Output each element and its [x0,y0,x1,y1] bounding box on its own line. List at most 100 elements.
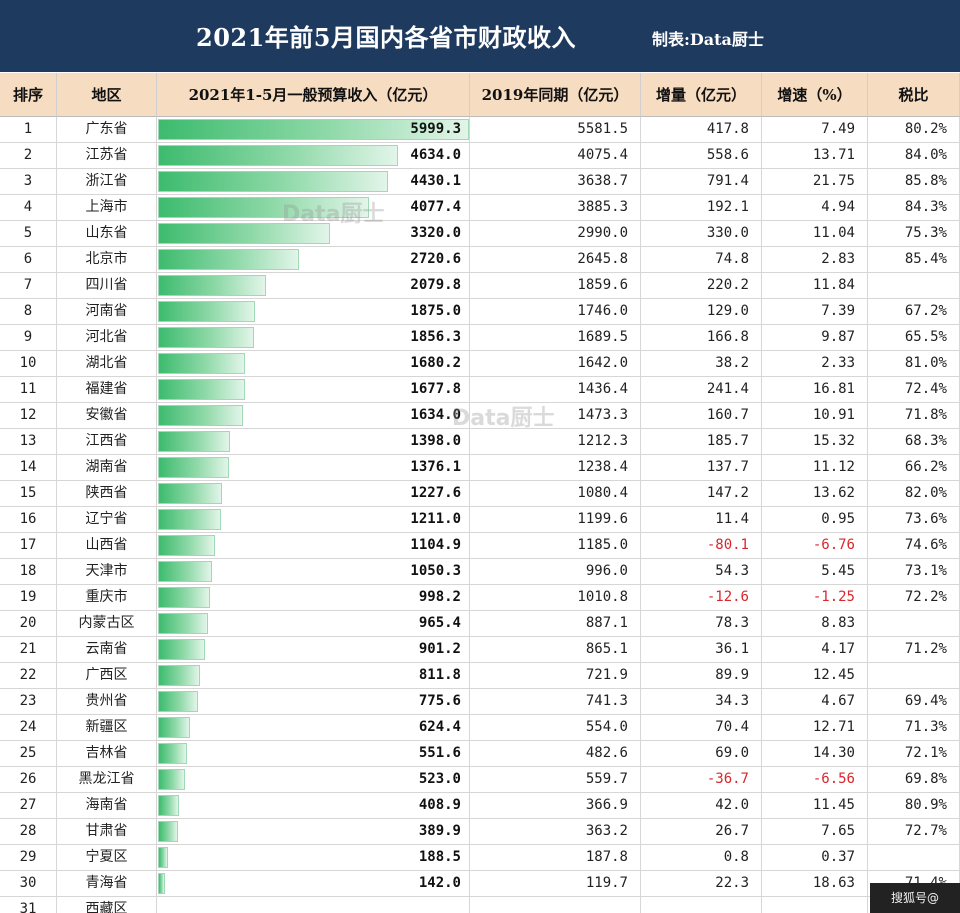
growth-rate-cell: 0.37 [762,845,868,871]
growth-rate-cell: 13.62 [762,481,868,507]
revenue-bar [158,379,245,400]
revenue-2019-cell: 1859.6 [470,273,641,299]
growth-rate-cell: 0.95 [762,507,868,533]
tax-ratio-cell: 71.8% [868,403,960,429]
region-cell: 湖北省 [57,351,157,377]
region-cell: 吉林省 [57,741,157,767]
revenue-bar [158,561,212,582]
tax-ratio-cell: 68.3% [868,429,960,455]
revenue-bar [158,873,165,894]
watermark: Data厨士 [282,202,385,227]
revenue-2021-cell: 1211.0 [157,507,470,533]
revenue-bar-label: 998.2 [418,589,461,605]
tax-ratio-cell: 84.0% [868,143,960,169]
revenue-2021-cell: 1376.1 [157,455,470,481]
revenue-2021-cell: 1398.0 [157,429,470,455]
rank-cell: 26 [0,767,57,793]
rank-cell: 30 [0,871,57,897]
revenue-2019-cell: 1689.5 [470,325,641,351]
revenue-bar [158,483,222,504]
revenue-bar [158,613,208,634]
revenue-2021-cell: 1227.6 [157,481,470,507]
revenue-2021-cell: 4430.1 [157,169,470,195]
tax-ratio-cell: 66.2% [868,455,960,481]
revenue-2019-cell: 1010.8 [470,585,641,611]
rank-cell: 2 [0,143,57,169]
revenue-bar-label: 775.6 [418,693,461,709]
rank-cell: 11 [0,377,57,403]
tax-ratio-cell: 69.4% [868,689,960,715]
rank-cell: 12 [0,403,57,429]
revenue-bar [158,119,469,140]
growth-rate-cell: 11.45 [762,793,868,819]
revenue-bar [158,587,210,608]
tax-ratio-cell: 69.8% [868,767,960,793]
region-cell: 北京市 [57,247,157,273]
revenue-2019-cell: 1185.0 [470,533,641,559]
header-region: 地区 [57,73,157,117]
revenue-bar-label: 4077.4 [410,199,461,215]
revenue-bar-label: 1211.0 [410,511,461,527]
growth-rate-cell: 7.39 [762,299,868,325]
revenue-bar [158,847,168,868]
revenue-bar [158,691,198,712]
revenue-2019-cell: 363.2 [470,819,641,845]
revenue-bar-label: 1856.3 [410,329,461,345]
revenue-bar-label: 1875.0 [410,303,461,319]
revenue-2019-cell: 554.0 [470,715,641,741]
region-cell: 天津市 [57,559,157,585]
revenue-2021-cell: 523.0 [157,767,470,793]
growth-rate-cell: 4.17 [762,637,868,663]
revenue-bar [158,301,255,322]
growth-rate-cell: 11.04 [762,221,868,247]
tax-ratio-cell: 85.8% [868,169,960,195]
region-cell: 江苏省 [57,143,157,169]
region-cell: 甘肃省 [57,819,157,845]
growth-rate-cell: 15.32 [762,429,868,455]
region-cell: 内蒙古区 [57,611,157,637]
growth-rate-cell: 5.45 [762,559,868,585]
revenue-2019-cell: 4075.4 [470,143,641,169]
region-cell: 广东省 [57,117,157,143]
tax-ratio-cell: 81.0% [868,351,960,377]
revenue-bar-label: 1050.3 [410,563,461,579]
revenue-bar [158,639,205,660]
tax-ratio-cell: 82.0% [868,481,960,507]
growth-rate-cell: 4.94 [762,195,868,221]
increase-cell: 241.4 [641,377,762,403]
watermark: Data厨士 [452,406,555,431]
growth-rate-cell: 10.91 [762,403,868,429]
region-cell: 陕西省 [57,481,157,507]
tax-ratio-cell: 67.2% [868,299,960,325]
region-cell: 浙江省 [57,169,157,195]
growth-rate-cell: 16.81 [762,377,868,403]
region-cell: 山西省 [57,533,157,559]
revenue-2021-cell: 2079.8 [157,273,470,299]
revenue-bar [158,405,243,426]
increase-cell: 330.0 [641,221,762,247]
revenue-bar-label: 1680.2 [410,355,461,371]
growth-rate-cell: 7.65 [762,819,868,845]
rank-cell: 4 [0,195,57,221]
increase-cell: 220.2 [641,273,762,299]
region-cell: 云南省 [57,637,157,663]
rank-cell: 22 [0,663,57,689]
rank-cell: 23 [0,689,57,715]
revenue-2021-cell: 4634.0 [157,143,470,169]
revenue-2021-cell: 624.4 [157,715,470,741]
revenue-bar-label: 1376.1 [410,459,461,475]
increase-cell: 166.8 [641,325,762,351]
growth-rate-cell: 11.84 [762,273,868,299]
revenue-2021-cell: 2720.6 [157,247,470,273]
revenue-bar [158,223,330,244]
tax-ratio-cell [868,273,960,299]
revenue-2021-cell: 965.4 [157,611,470,637]
increase-cell: 78.3 [641,611,762,637]
revenue-bar-label: 551.6 [418,745,461,761]
revenue-2021-cell: 4077.4 [157,195,470,221]
tax-ratio-cell [868,845,960,871]
header-tax-ratio: 税比 [868,73,960,117]
region-cell: 新疆区 [57,715,157,741]
region-cell: 青海省 [57,871,157,897]
